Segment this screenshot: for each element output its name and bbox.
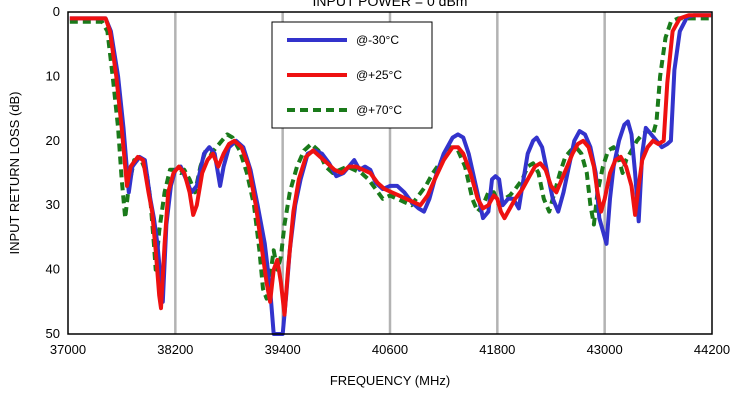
x-tick-label: 44200	[694, 342, 730, 357]
y-tick-label: 20	[46, 133, 60, 148]
x-tick-labels: 37000 38200 39400 40600 41800 43000 44200	[50, 342, 730, 357]
legend-label-1: @-30°C	[356, 33, 399, 47]
y-tick-label: 30	[46, 197, 60, 212]
x-tick-label: 37000	[50, 342, 86, 357]
y-tick-label: 10	[46, 68, 60, 83]
y-axis-label: INPUT RETURN LOSS (dB)	[7, 91, 22, 254]
legend-label-3: @+70°C	[356, 103, 402, 117]
x-tick-label: 38200	[157, 342, 193, 357]
legend-label-2: @+25°C	[356, 68, 402, 82]
series-line-2	[69, 13, 712, 317]
y-tick-labels: 0 10 20 30 40 50	[46, 4, 60, 341]
y-tick-label: 50	[46, 326, 60, 341]
x-axis-label: FREQUENCY (MHz)	[330, 373, 450, 388]
x-tick-label: 43000	[587, 342, 623, 357]
x-tick-label: 41800	[479, 342, 515, 357]
y-tick-label: 40	[46, 262, 60, 277]
plot-area-frame	[67, 11, 713, 335]
series-lines	[69, 13, 712, 336]
chart-title: INPUT POWER = 0 dBm	[313, 0, 468, 9]
y-tick-label: 0	[53, 4, 60, 19]
x-tick-label: 40600	[372, 342, 408, 357]
x-tick-label: 39400	[265, 342, 301, 357]
legend: @-30°C @+25°C @+70°C	[271, 21, 433, 129]
